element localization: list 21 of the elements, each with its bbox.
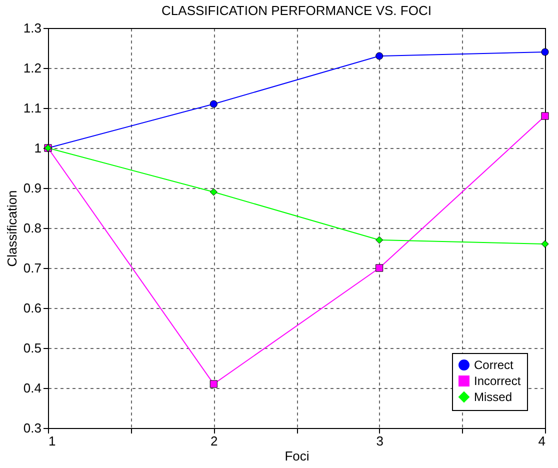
legend-label: Missed: [474, 390, 512, 404]
y-tick-label: 1.3: [23, 20, 42, 36]
y-tick-label: 0.4: [23, 380, 42, 396]
chart-title: CLASSIFICATION PERFORMANCE VS. FOCI: [162, 3, 432, 18]
x-tick-label: 1: [48, 434, 56, 448]
y-tick-label: 0.7: [23, 260, 42, 276]
y-tick-label: 1.2: [23, 60, 42, 76]
legend-label: Correct: [474, 358, 514, 372]
x-axis-title: Foci: [284, 448, 310, 464]
legend-label: Incorrect: [474, 374, 522, 388]
x-tick-label: 4: [538, 434, 546, 448]
y-tick-label: 0.6: [23, 300, 42, 316]
y-tick-label: 1.1: [23, 100, 42, 116]
y-tick-label: 0.5: [23, 340, 42, 356]
y-tick-label: 0.8: [23, 220, 42, 236]
y-tick-label: 0.9: [23, 180, 42, 196]
y-axis-title: Classification: [4, 190, 20, 267]
y-tick-label: 0.3: [23, 420, 42, 436]
y-tick-label: 1: [34, 140, 42, 156]
x-tick-label: 2: [210, 434, 218, 448]
x-tick-label: 3: [376, 434, 384, 448]
